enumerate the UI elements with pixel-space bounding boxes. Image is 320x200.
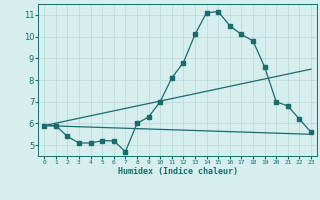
X-axis label: Humidex (Indice chaleur): Humidex (Indice chaleur) <box>118 167 238 176</box>
